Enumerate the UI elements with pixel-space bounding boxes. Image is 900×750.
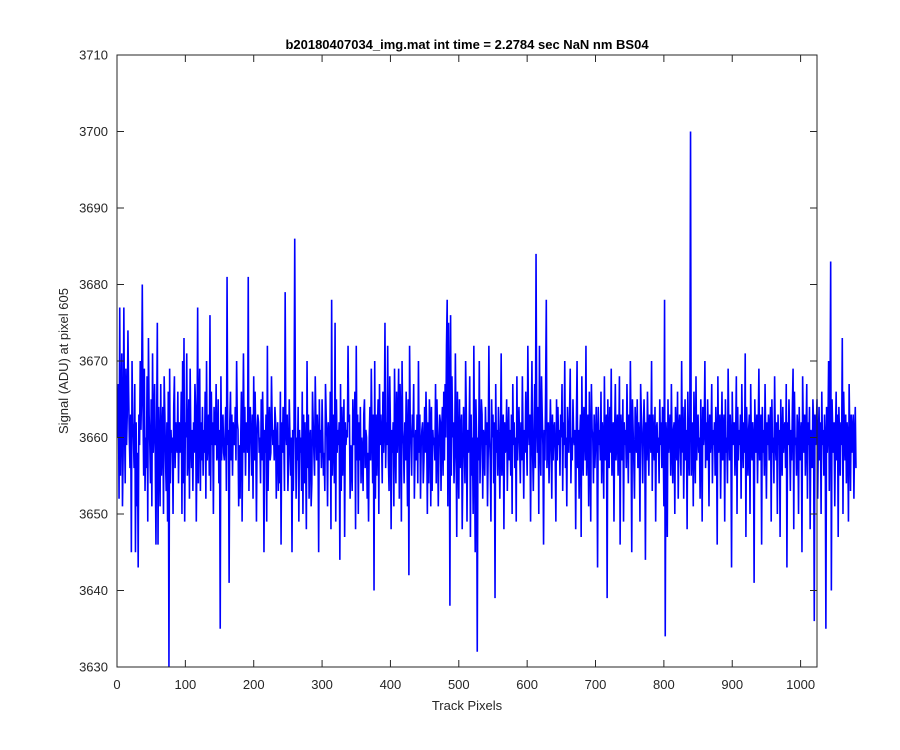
- x-tick-label: 800: [653, 677, 675, 692]
- x-tick-label: 500: [448, 677, 470, 692]
- x-tick-label: 200: [243, 677, 265, 692]
- y-tick-label: 3710: [79, 48, 108, 63]
- y-axis-label: Signal (ADU) at pixel 605: [56, 288, 71, 434]
- x-tick-label: 100: [175, 677, 197, 692]
- series-layer: [116, 131, 857, 668]
- x-tick-label: 0: [113, 677, 120, 692]
- y-tick-label: 3700: [79, 124, 108, 139]
- series-line: [116, 131, 857, 668]
- y-tick-label: 3630: [79, 660, 108, 675]
- x-tick-label: 600: [516, 677, 538, 692]
- x-tick-label: 700: [585, 677, 607, 692]
- x-axis-label: Track Pixels: [432, 698, 503, 713]
- axes-box: [116, 54, 818, 668]
- x-tick-label: 900: [721, 677, 743, 692]
- chart-title: b20180407034_img.mat int time = 2.2784 s…: [285, 37, 649, 52]
- x-tick-label: 1000: [786, 677, 815, 692]
- y-tick-label: 3640: [79, 583, 108, 598]
- y-tick-label: 3650: [79, 507, 108, 522]
- y-tick-label: 3660: [79, 430, 108, 445]
- tick-layer: 0 100 200 300 400 500 600 700 800 900 1000 3630 3640…: [79, 48, 817, 692]
- x-tick-label: 300: [311, 677, 333, 692]
- y-tick-label: 3690: [79, 201, 108, 216]
- y-tick-label: 3670: [79, 354, 108, 369]
- y-tick-label: 3680: [79, 277, 108, 292]
- plot-area: [117, 55, 817, 667]
- x-tick-label: 400: [380, 677, 402, 692]
